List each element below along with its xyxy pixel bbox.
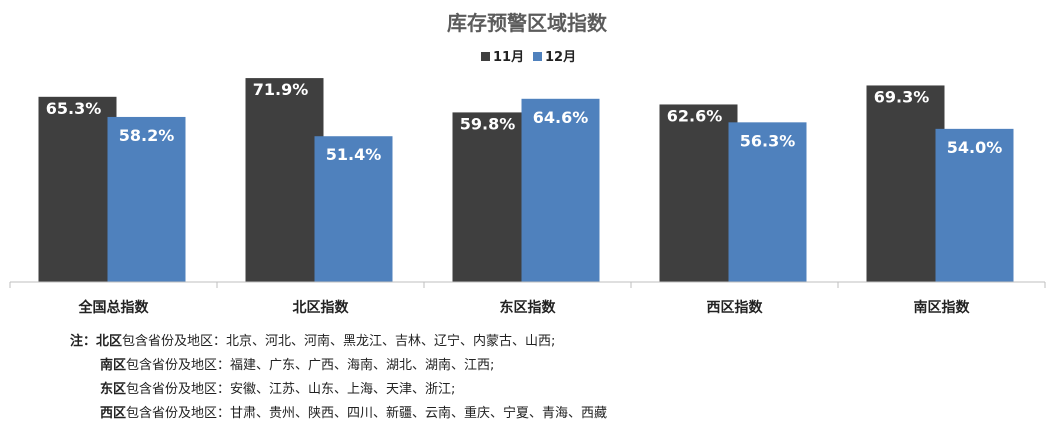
x-axis-ticks (9, 282, 1046, 288)
bar-nov-4 (866, 85, 945, 282)
bar-dec-3 (728, 122, 807, 283)
legend-label-0: 11月 (493, 50, 524, 65)
category-label-0: 全国总指数 (78, 299, 150, 316)
bar-label-nov-4: 69.3% (874, 87, 930, 106)
legend-swatch-0 (481, 52, 490, 61)
note-region: 西区 (100, 406, 127, 421)
note-line-north: 注：北区包含省份及地区：北京、河北、河南、黑龙江、吉林、辽宁、内蒙古、山西; (70, 330, 607, 354)
bar-nov-3 (659, 104, 738, 282)
note-region: 南区 (100, 358, 127, 373)
bar-label-nov-1: 71.9% (253, 80, 309, 99)
category-labels-group: 全国总指数 北区指数 东区指数 西区指数 南区指数 (78, 299, 971, 316)
bar-nov-1 (245, 78, 324, 282)
bar-dec-2 (521, 98, 600, 282)
legend-swatch-1 (533, 52, 542, 61)
bar-label-dec-1: 51.4% (326, 145, 382, 164)
category-label-1: 北区指数 (293, 299, 350, 316)
note-region: 北区 (96, 334, 123, 349)
note-provinces: 北京、河北、河南、黑龙江、吉林、辽宁、内蒙古、山西; (226, 334, 556, 349)
note-provinces: 福建、广东、广西、海南、湖北、湖南、江西; (230, 358, 495, 373)
note-suffix: 包含省份及地区： (126, 406, 231, 421)
bar-labels-group: 65.3% 58.2% 71.9% 51.4% 59.8% 64.6% 62.6% 56.3%… (46, 80, 1003, 164)
legend: 11月 12月 (481, 50, 576, 65)
category-label-3: 西区指数 (707, 299, 764, 316)
bar-label-nov-3: 62.6% (667, 106, 723, 125)
chart-title: 库存预警区域指数 (447, 11, 608, 35)
note-suffix: 包含省份及地区： (126, 382, 231, 397)
note-provinces: 安徽、江苏、山东、上海、天津、浙江; (230, 382, 456, 397)
bar-nov-2 (452, 112, 531, 283)
legend-label-1: 12月 (545, 50, 576, 65)
bar-dec-0 (107, 116, 186, 283)
category-label-4: 南区指数 (914, 299, 971, 316)
bar-dec-4 (935, 128, 1014, 282)
note-line-west: 西区包含省份及地区：甘肃、贵州、陕西、四川、新疆、云南、重庆、宁夏、青海、西藏 (70, 402, 607, 426)
bar-label-nov-2: 59.8% (460, 114, 516, 133)
note-line-east: 东区包含省份及地区：安徽、江苏、山东、上海、天津、浙江; (70, 378, 607, 402)
bar-label-dec-0: 58.2% (119, 126, 175, 145)
bars-group (38, 78, 1014, 283)
bar-label-nov-0: 65.3% (46, 99, 102, 118)
note-suffix: 包含省份及地区： (122, 334, 227, 349)
bar-label-dec-2: 64.6% (533, 108, 589, 127)
category-label-2: 东区指数 (500, 299, 557, 316)
bar-label-dec-4: 54.0% (947, 138, 1003, 157)
bar-dec-1 (314, 136, 393, 282)
bar-label-dec-3: 56.3% (740, 131, 796, 150)
note-region: 东区 (100, 382, 127, 397)
note-prefix: 注： (70, 334, 97, 349)
notes: 注：北区包含省份及地区：北京、河北、河南、黑龙江、吉林、辽宁、内蒙古、山西; 南… (70, 330, 607, 426)
bar-nov-0 (38, 96, 117, 282)
note-suffix: 包含省份及地区： (126, 358, 231, 373)
note-line-south: 南区包含省份及地区：福建、广东、广西、海南、湖北、湖南、江西; (70, 354, 607, 378)
note-provinces: 甘肃、贵州、陕西、四川、新疆、云南、重庆、宁夏、青海、西藏 (230, 406, 608, 421)
